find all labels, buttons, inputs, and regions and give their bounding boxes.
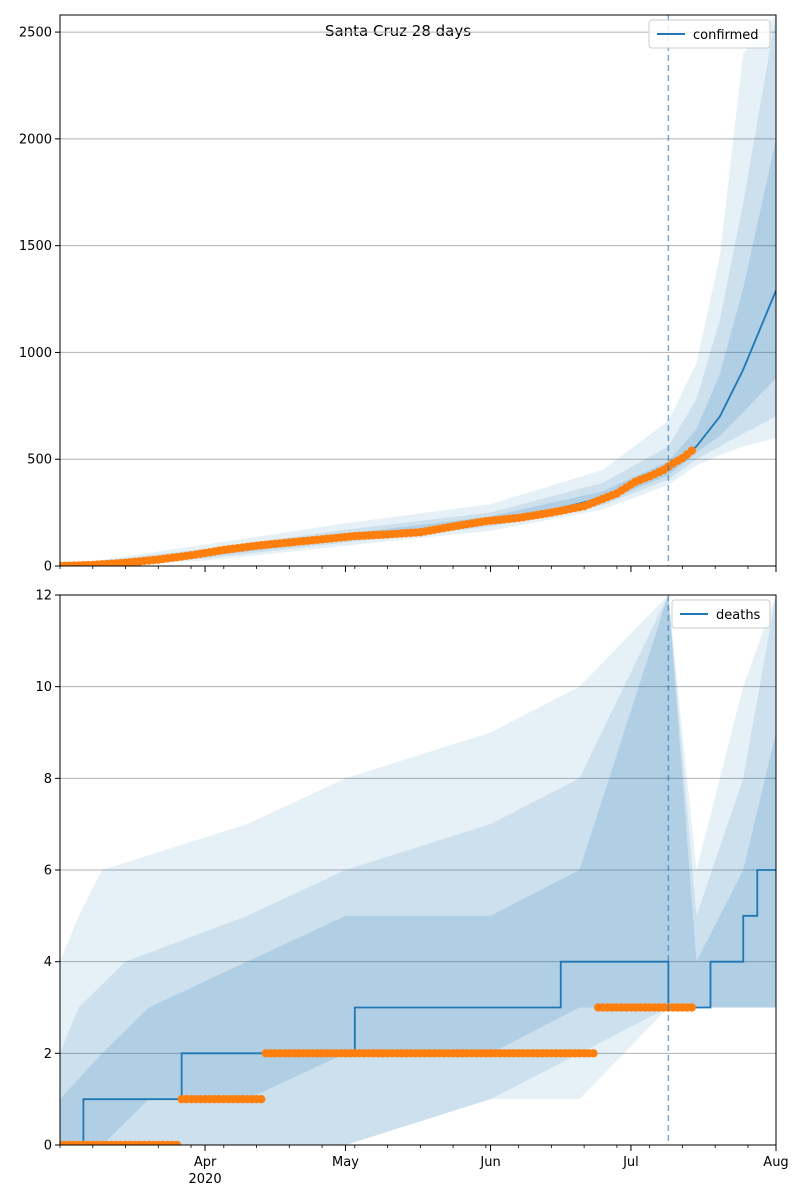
y-tick-label: 6	[44, 864, 52, 879]
y-tick-label: 4	[44, 955, 52, 970]
y-tick-label: 2	[44, 1047, 52, 1062]
legend-label: confirmed	[693, 28, 759, 43]
observed-point	[687, 446, 696, 455]
axes-frame	[59, 14, 777, 567]
observed-point	[589, 1049, 598, 1058]
x-tick-label: Jun	[479, 1155, 500, 1170]
x-tick-label: Aug	[763, 1155, 788, 1170]
y-tick-label: 2500	[19, 26, 52, 41]
y-tick-label: 0	[44, 1139, 52, 1154]
legend-box	[648, 19, 771, 49]
y-tick-label: 12	[35, 589, 52, 604]
y-tick-label: 500	[27, 453, 52, 468]
confirmed-panel: 0 500 1000 1500 2000 2500 confirmed	[19, 14, 777, 575]
x-tick-label: May	[332, 1155, 359, 1170]
figure-title: Santa Cruz 28 days	[325, 22, 471, 40]
y-tick-label: 1500	[19, 239, 52, 254]
x-tick-label: Jul	[622, 1155, 639, 1170]
deaths-panel: 0 2 4 6 8 10 12 Apr 2020 May Jun Jul Aug deaths	[35, 589, 788, 1188]
observed-point	[257, 1094, 266, 1104]
observed-point	[172, 1140, 182, 1145]
x-tick-label: Apr	[194, 1155, 217, 1170]
plot-area	[60, 595, 776, 1145]
y-tick-label: 2000	[19, 132, 52, 147]
y-tick-label: 8	[44, 772, 52, 787]
legend-box	[671, 599, 771, 629]
x-year-label: 2020	[189, 1172, 222, 1187]
plot-area	[60, 15, 776, 566]
legend-label: deaths	[716, 608, 761, 623]
y-tick-label: 10	[35, 680, 52, 695]
y-tick-label: 1000	[19, 346, 52, 361]
observed-point	[687, 1003, 696, 1012]
y-tick-label: 0	[44, 560, 52, 575]
